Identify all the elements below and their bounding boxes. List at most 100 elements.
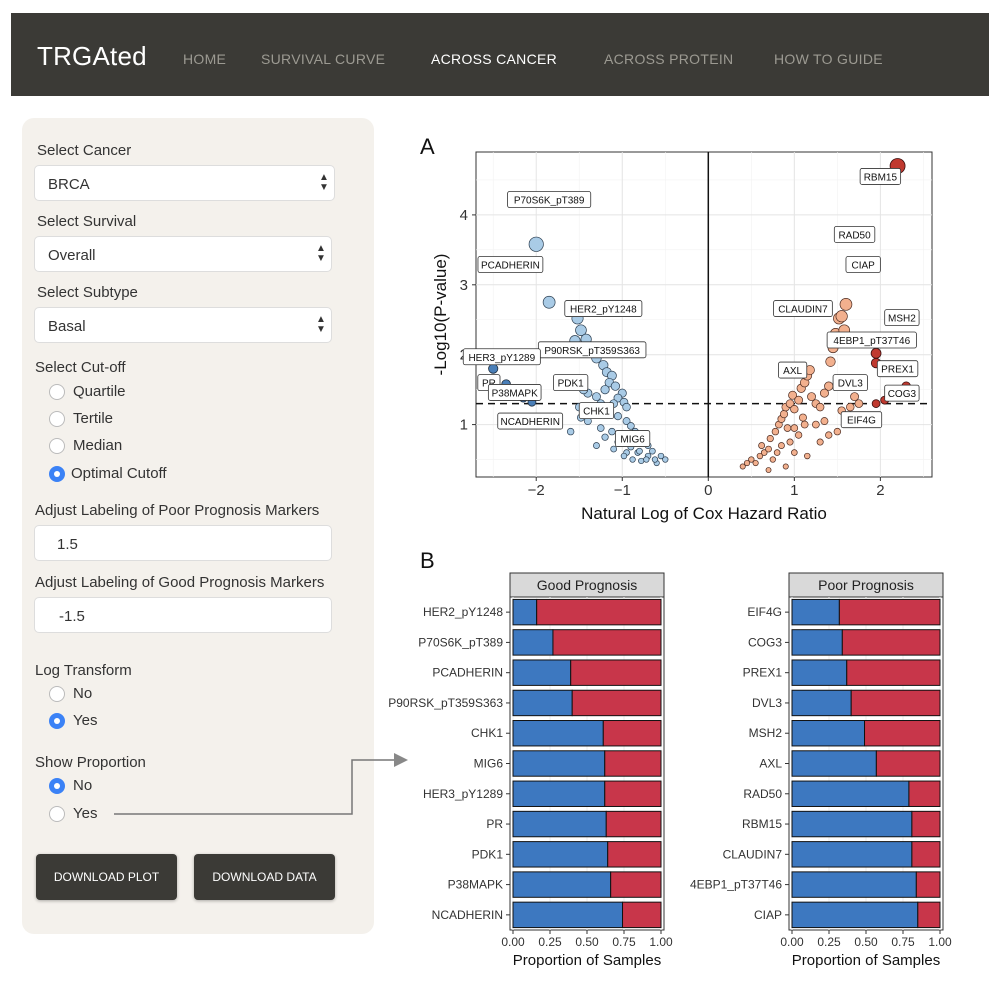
bar-low-expression xyxy=(846,659,941,686)
poor-prognosis-point xyxy=(782,463,789,470)
x-tick-label: 0.75 xyxy=(891,935,915,949)
poor-prognosis-input[interactable]: 1.5 xyxy=(34,525,332,561)
nav-survival-curve[interactable]: SURVIVAL CURVE xyxy=(261,51,386,67)
point-label-box xyxy=(462,348,541,366)
category-label: RAD50 xyxy=(743,787,782,801)
facet-title: Poor Prognosis xyxy=(818,577,914,593)
good-prognosis-point xyxy=(620,452,628,460)
bar-low-expression xyxy=(552,629,662,656)
point-label: HER2_pY1248 xyxy=(570,305,637,316)
survival-select[interactable]: Overall ▲ ▼ xyxy=(34,236,332,272)
nav-how-to-guide[interactable]: HOW TO GUIDE xyxy=(774,51,883,67)
bar-high-expression xyxy=(791,750,877,777)
radio-label: Quartile xyxy=(73,383,126,400)
good-prognosis-input[interactable]: -1.5 xyxy=(34,597,332,633)
point-label-box xyxy=(884,309,920,327)
point-label-box xyxy=(553,374,589,392)
subtype-select-value: Basal xyxy=(48,318,86,335)
bar-low-expression xyxy=(571,689,662,717)
facet-title: Good Prognosis xyxy=(537,577,637,593)
good-prognosis-label: Adjust Labeling of Good Prognosis Marker… xyxy=(35,574,325,591)
bar-high-expression xyxy=(791,780,910,807)
bar-low-expression xyxy=(604,780,662,807)
cancer-select[interactable]: BRCA ▲ ▼ xyxy=(34,165,335,201)
category-label: MIG6 xyxy=(474,757,504,771)
category-label: PR xyxy=(486,817,503,831)
good-prognosis-point xyxy=(596,424,605,432)
bar-high-expression xyxy=(512,629,554,656)
show-proportion-label: Show Proportion xyxy=(35,754,146,771)
radio-button[interactable] xyxy=(49,411,65,427)
nav-across-protein[interactable]: ACROSS PROTEIN xyxy=(604,51,734,67)
poor-prognosis-point xyxy=(816,438,824,446)
x-tick-label: 0.25 xyxy=(817,935,841,949)
bar-low-expression xyxy=(908,780,941,807)
cancer-select-value: BRCA xyxy=(48,176,90,193)
bar-high-expression xyxy=(791,841,913,868)
point-label: CIAP xyxy=(851,261,875,272)
radio-button[interactable] xyxy=(49,438,65,454)
bar-low-expression xyxy=(610,871,662,898)
radio-button-selected[interactable] xyxy=(49,466,65,482)
poor-prognosis-point xyxy=(758,442,766,449)
bar-high-expression xyxy=(791,871,917,898)
nav-home[interactable]: HOME xyxy=(183,51,227,67)
poor-prognosis-point xyxy=(824,381,834,391)
good-prognosis-point xyxy=(488,363,499,374)
poor-prognosis-value: 1.5 xyxy=(57,536,78,553)
radio-label: No xyxy=(73,777,93,794)
bar-high-expression xyxy=(512,871,612,898)
bar-low-expression xyxy=(911,810,941,838)
good-prognosis-point xyxy=(627,422,635,430)
panel-b-tag: B xyxy=(420,548,435,573)
subtype-select[interactable]: Basal ▲ ▼ xyxy=(34,307,332,343)
radio-button[interactable] xyxy=(49,806,65,822)
radio-button-selected[interactable] xyxy=(49,778,65,794)
nav-across-cancer[interactable]: ACROSS CANCER xyxy=(431,51,558,67)
point-label-box xyxy=(876,360,919,378)
point-label-box xyxy=(884,384,920,402)
bar-low-expression xyxy=(841,629,941,656)
x-tick-label: 0.50 xyxy=(854,935,878,949)
select-survival-label: Select Survival xyxy=(37,213,137,230)
poor-prognosis-point xyxy=(773,449,781,456)
category-label: HER2_pY1248 xyxy=(423,605,503,619)
category-label: CIAP xyxy=(754,908,782,922)
point-label: NCADHERIN xyxy=(500,417,559,428)
brand-logo[interactable]: TRGAted xyxy=(37,41,147,71)
radio-button[interactable] xyxy=(49,384,65,400)
good-prognosis-point xyxy=(575,324,587,337)
category-label: P38MAPK xyxy=(448,878,503,892)
category-label: EIF4G xyxy=(747,605,782,619)
bar-low-expression xyxy=(850,689,941,717)
bar-high-expression xyxy=(791,810,913,838)
x-tick-label: 2 xyxy=(876,482,884,499)
y-tick-label: 4 xyxy=(460,207,468,224)
download-data-button[interactable]: DOWNLOAD DATA xyxy=(194,854,335,900)
x-tick-label: 0.25 xyxy=(538,935,562,949)
radio-button[interactable] xyxy=(49,686,65,702)
poor-prognosis-point xyxy=(794,395,803,405)
point-label: RAD50 xyxy=(838,230,871,241)
good-prognosis-point xyxy=(657,452,665,460)
poor-prognosis-point xyxy=(783,424,792,432)
poor-prognosis-point xyxy=(839,298,853,311)
download-plot-button[interactable]: DOWNLOAD PLOT xyxy=(36,854,177,900)
bar-high-expression xyxy=(791,901,919,929)
good-prognosis-point xyxy=(643,456,650,463)
radio-button-selected[interactable] xyxy=(49,713,65,729)
x-axis-label: Proportion of Samples xyxy=(792,952,940,969)
facet-strip xyxy=(788,572,944,598)
point-label-box xyxy=(614,430,651,447)
good-prognosis-point xyxy=(593,442,600,449)
poor-prognosis-point xyxy=(786,438,794,446)
good-prognosis-point xyxy=(608,427,616,436)
poor-prognosis-point xyxy=(765,445,772,453)
point-label-box xyxy=(578,402,615,420)
x-tick-label: 0.50 xyxy=(575,935,599,949)
y-axis-label: -Log10(P-value) xyxy=(431,254,450,376)
poor-prognosis-point xyxy=(769,456,776,463)
point-label-box xyxy=(487,384,542,401)
x-tick-label: −2 xyxy=(528,482,545,499)
